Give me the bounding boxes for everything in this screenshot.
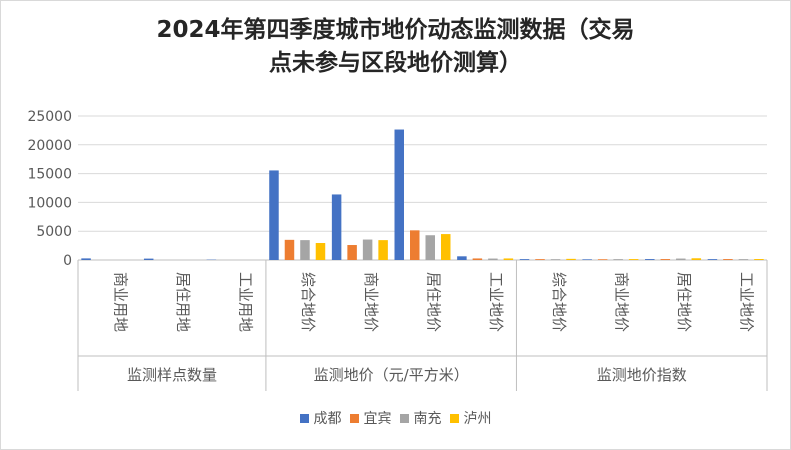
bar	[425, 235, 435, 260]
x-tick-label: 综合地价	[550, 272, 568, 332]
legend-label: 南充	[413, 411, 442, 427]
legend-label: 泸州	[463, 411, 492, 427]
bar	[519, 259, 530, 260]
bar	[613, 259, 623, 260]
bar	[645, 259, 655, 260]
bar	[707, 259, 718, 260]
bar	[597, 259, 608, 260]
y-tick-label: 0	[63, 253, 72, 269]
legend-label: 宜宾	[363, 411, 392, 427]
legend-swatch	[399, 414, 409, 423]
x-tick-label: 商业用地	[111, 272, 129, 332]
y-tick-label: 20000	[27, 138, 72, 154]
bar	[723, 259, 733, 260]
bar	[394, 129, 404, 260]
group-label: 监测样点数量	[127, 366, 217, 384]
x-tick-label: 工业地价	[738, 272, 756, 332]
y-tick-label: 5000	[36, 224, 72, 240]
x-tick-label: 工业用地	[237, 272, 255, 332]
x-tick-label: 综合地价	[299, 272, 317, 332]
bar	[441, 234, 451, 260]
x-tick-label: 居住地价	[675, 272, 693, 332]
group-label: 监测地价（元/平方米）	[314, 366, 469, 384]
bar	[284, 239, 295, 260]
x-tick-label: 商业地价	[362, 272, 380, 332]
legend-item: 成都	[299, 408, 342, 428]
bar	[660, 259, 671, 260]
chart-title: 2024年第四季度城市地价动态监测数据（交易 点未参与区段地价测算）	[0, 14, 791, 80]
y-tick-label: 25000	[27, 109, 72, 125]
group-label: 监测地价指数	[597, 366, 687, 384]
bar	[378, 240, 388, 260]
x-tick-label: 居住用地	[174, 272, 192, 332]
bar	[347, 245, 357, 260]
legend-swatch	[299, 414, 309, 423]
bar	[754, 259, 764, 260]
bar	[300, 240, 310, 260]
bar	[691, 258, 702, 260]
bar	[550, 259, 561, 260]
bar	[457, 256, 467, 260]
bar	[488, 258, 498, 260]
bar	[362, 239, 373, 260]
x-tick-label: 商业地价	[612, 272, 630, 332]
legend-swatch	[449, 414, 459, 423]
bar	[738, 259, 749, 260]
bar	[331, 194, 342, 260]
bar	[628, 259, 639, 260]
bar	[582, 259, 592, 260]
chart-title-line-1: 2024年第四季度城市地价动态监测数据（交易	[156, 17, 635, 43]
bar	[566, 258, 576, 260]
legend-swatch	[349, 414, 359, 423]
y-tick-label: 15000	[27, 167, 72, 183]
bar	[676, 258, 686, 260]
bar	[410, 230, 420, 260]
chart-title-line-2: 点未参与区段地价测算）	[269, 50, 522, 76]
bar	[472, 258, 483, 260]
bar	[269, 170, 279, 260]
bar	[143, 258, 154, 260]
chart-legend: 成都 宜宾 南充 泸州	[0, 408, 791, 428]
legend-item: 南充	[399, 408, 442, 428]
bar	[315, 243, 326, 260]
bar	[535, 259, 545, 260]
bar	[503, 258, 514, 260]
x-tick-label: 工业地价	[487, 272, 505, 332]
legend-label: 成都	[313, 411, 342, 427]
x-tick-label: 居住地价	[425, 272, 443, 332]
legend-item: 宜宾	[349, 408, 392, 428]
y-tick-label: 10000	[27, 195, 72, 211]
bar	[81, 258, 91, 260]
legend-item: 泸州	[449, 408, 492, 428]
